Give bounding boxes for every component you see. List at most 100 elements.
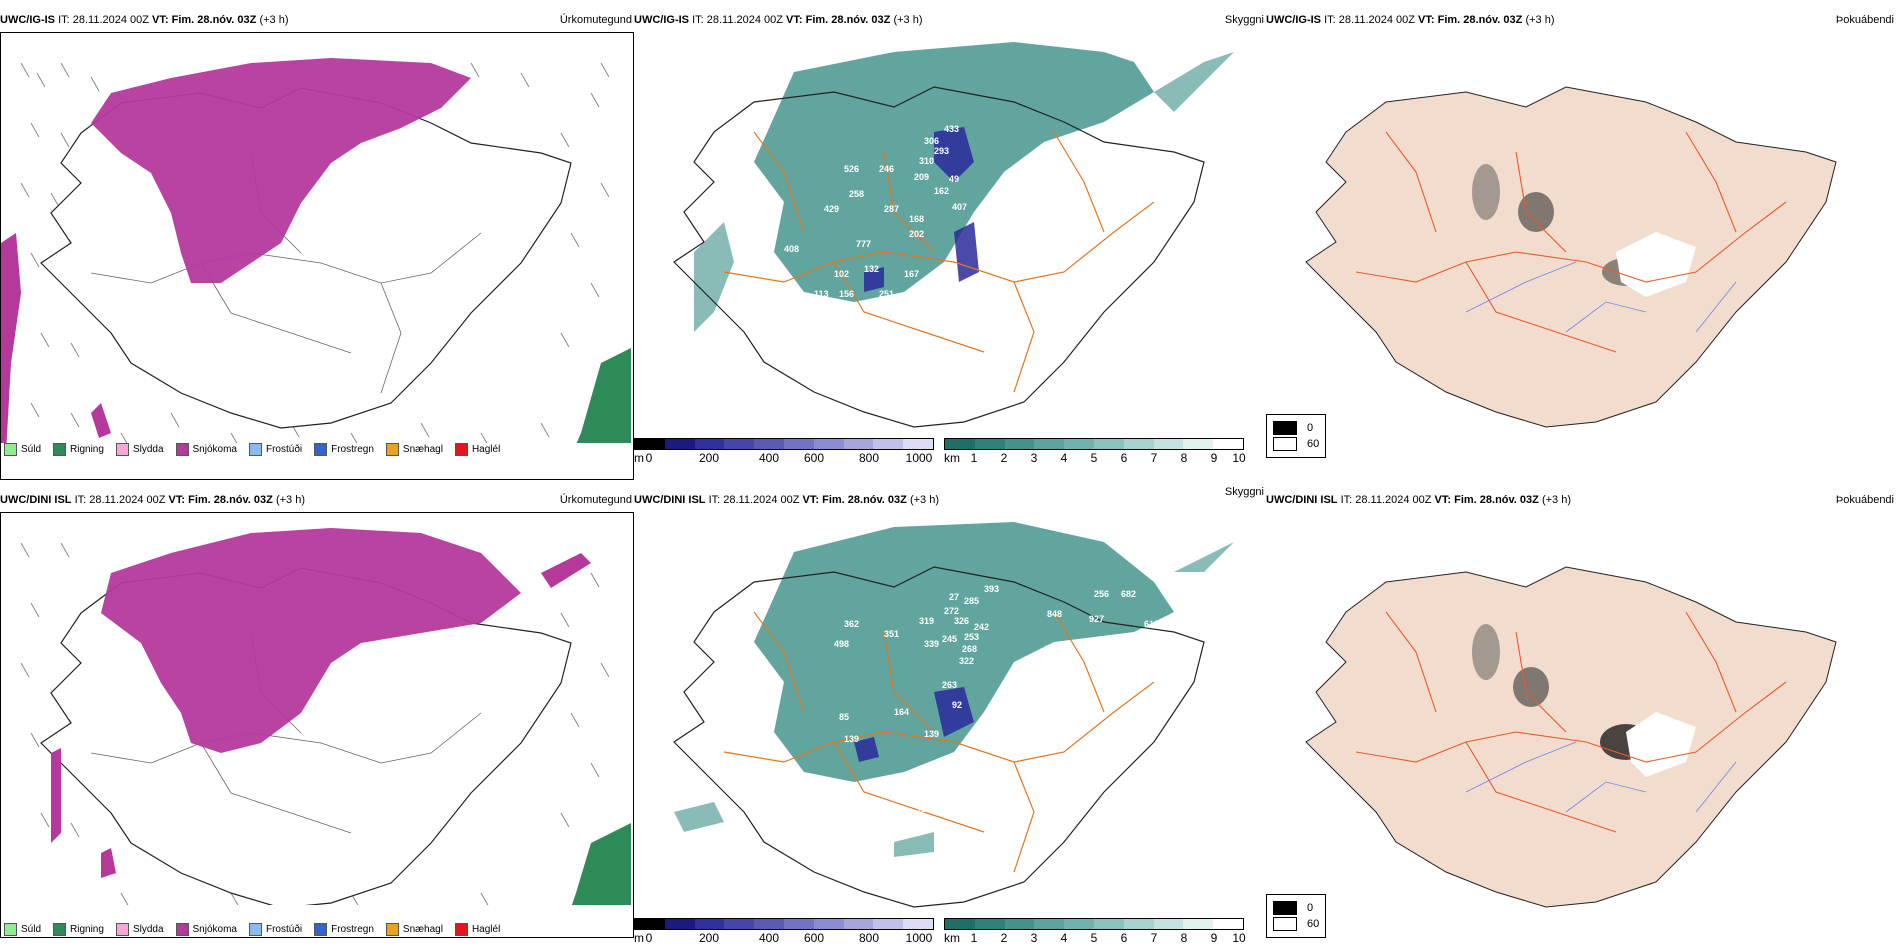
svg-text:498: 498 xyxy=(834,639,849,649)
svg-text:102: 102 xyxy=(834,269,849,279)
svg-text:285: 285 xyxy=(964,596,979,606)
valid-time: VT: Fim. 28.nóv. 03Z xyxy=(786,14,891,26)
svg-text:335: 335 xyxy=(1012,744,1027,754)
svg-text:306: 306 xyxy=(924,136,939,146)
panel-header: UWC/IG-IS IT: 28.11.2024 00Z VT: Fim. 28… xyxy=(0,14,634,32)
fog-panel-row1: UWC/IG-IS IT: 28.11.2024 00Z VT: Fim. 28… xyxy=(1266,14,1900,464)
init-time: IT: 28.11.2024 00Z xyxy=(1324,14,1415,26)
wind-barbs xyxy=(20,62,610,448)
svg-text:310: 310 xyxy=(919,156,934,166)
svg-text:202: 202 xyxy=(909,229,924,239)
legend-item: Frostúði xyxy=(248,443,302,456)
valid-time: VT: Fim. 28.nóv. 03Z xyxy=(1434,494,1539,506)
iceland-outline xyxy=(673,86,1205,428)
svg-text:433: 433 xyxy=(944,124,959,134)
roads xyxy=(1355,611,1787,833)
valid-time: VT: Fim. 28.nóv. 03Z xyxy=(168,494,273,506)
lead-time: (+3 h) xyxy=(275,494,305,506)
panel-header: UWC/IG-IS IT: 28.11.2024 00Z VT: Fim. 28… xyxy=(1266,14,1900,32)
fog-panel-row2: UWC/DINI ISL IT: 28.11.2024 00Z VT: Fim.… xyxy=(1266,494,1900,944)
legend-item: Súld xyxy=(4,443,41,456)
roads xyxy=(723,611,1155,873)
svg-text:351: 351 xyxy=(884,629,899,639)
legend-item: Snæhagl xyxy=(385,443,443,456)
legend-item: Slydda xyxy=(115,443,164,456)
low-cloud xyxy=(864,127,979,292)
svg-text:253: 253 xyxy=(964,632,979,642)
legend-item: Frostregn xyxy=(314,443,374,456)
svg-text:113: 113 xyxy=(814,289,829,299)
cloud-base-labels: 433 306 293 310 526 246 209 49 957 396 2… xyxy=(784,124,1099,424)
iceland-land xyxy=(1305,566,1837,908)
fog-patch xyxy=(1518,192,1554,232)
svg-text:251: 251 xyxy=(879,289,894,299)
svg-text:114: 114 xyxy=(1044,644,1059,654)
svg-text:408: 408 xyxy=(784,244,799,254)
svg-text:139: 139 xyxy=(924,729,939,739)
valid-time: VT: Fim. 28.nóv. 03Z xyxy=(1418,14,1523,26)
svg-text:396: 396 xyxy=(1084,139,1099,149)
unit-label: m xyxy=(634,451,644,465)
svg-text:848: 848 xyxy=(1047,609,1062,619)
panel-header: UWC/IG-IS IT: 28.11.2024 00Z VT: Fim. 28… xyxy=(634,14,1266,32)
unit-label: m xyxy=(634,931,644,945)
precip-legend: Súld Rigning Slydda Snjókoma Frostúði Fr… xyxy=(4,443,500,456)
glacier xyxy=(1616,232,1696,297)
legend-item: Snjókoma xyxy=(175,443,237,456)
svg-text:256: 256 xyxy=(1094,589,1109,599)
svg-text:263: 263 xyxy=(942,680,957,690)
legend-item: Frostregn xyxy=(314,923,374,936)
init-time: IT: 28.11.2024 00Z xyxy=(1340,494,1432,506)
svg-text:164: 164 xyxy=(894,707,909,717)
init-time: IT: 28.11.2024 00Z xyxy=(708,494,800,506)
legend-item: Snjókoma xyxy=(175,923,237,936)
svg-text:362: 362 xyxy=(844,619,859,629)
visibility-colorbar: km 1 2 3 4 5 6 7 8 9 10 xyxy=(944,918,1246,945)
iceland-outline xyxy=(673,566,1205,908)
panel-header: UWC/DINI ISL IT: 28.11.2024 00Z VT: Fim.… xyxy=(0,494,634,512)
svg-text:258: 258 xyxy=(849,189,864,199)
roads xyxy=(723,131,1155,393)
svg-text:272: 272 xyxy=(944,606,959,616)
fog-legend: 0 60 xyxy=(1266,894,1327,938)
svg-text:268: 268 xyxy=(962,644,977,654)
panel-type: Þokuábendi xyxy=(1835,494,1894,506)
svg-text:322: 322 xyxy=(959,656,974,666)
snow-area xyxy=(101,528,521,753)
svg-text:92: 92 xyxy=(952,700,962,710)
svg-text:156: 156 xyxy=(839,289,854,299)
svg-text:682: 682 xyxy=(1121,589,1136,599)
legend-item: Slydda xyxy=(115,923,164,936)
lead-time: (+3 h) xyxy=(259,14,289,26)
panel-type: Úrkomutegund xyxy=(559,494,632,506)
fog-patch xyxy=(1472,624,1500,680)
panel-type: Skyggni xyxy=(1224,486,1264,498)
svg-text:49: 49 xyxy=(949,174,959,184)
precip-panel-row1: UWC/IG-IS IT: 28.11.2024 00Z VT: Fim. 28… xyxy=(0,14,634,480)
svg-text:1: 1 xyxy=(914,414,919,424)
init-time: IT: 28.11.2024 00Z xyxy=(692,14,783,26)
rivers xyxy=(1465,261,1737,333)
unit-label: km xyxy=(944,931,960,945)
snow-area xyxy=(91,58,471,283)
valid-time: VT: Fim. 28.nóv. 03Z xyxy=(152,14,257,26)
panel-header: UWC/DINI ISL IT: 28.11.2024 00Z VT: Fim.… xyxy=(634,486,1266,512)
panel-type: Úrkomutegund xyxy=(559,14,632,26)
model-name: UWC/IG-IS xyxy=(0,14,55,26)
svg-text:245: 245 xyxy=(942,634,957,644)
visibility-colorbar: km 1 2 3 4 5 6 7 8 9 10 xyxy=(944,438,1246,465)
legend-item: Frostúði xyxy=(248,923,302,936)
legend-item: Súld xyxy=(4,923,41,936)
svg-text:407: 407 xyxy=(952,202,967,212)
svg-text:287: 287 xyxy=(884,204,899,214)
svg-text:619: 619 xyxy=(1144,619,1159,629)
legend-item: Snæhagl xyxy=(385,923,443,936)
roads xyxy=(90,152,482,394)
iceland-land xyxy=(1305,86,1837,428)
lead-time: (+3 h) xyxy=(1541,494,1571,506)
cloud-map: 433 306 293 310 526 246 209 49 957 396 2… xyxy=(673,42,1234,428)
lead-time: (+3 h) xyxy=(1525,14,1555,26)
panel-type: Þokuábendi xyxy=(1835,14,1894,26)
svg-text:91: 91 xyxy=(916,804,926,814)
svg-text:139: 139 xyxy=(844,734,859,744)
